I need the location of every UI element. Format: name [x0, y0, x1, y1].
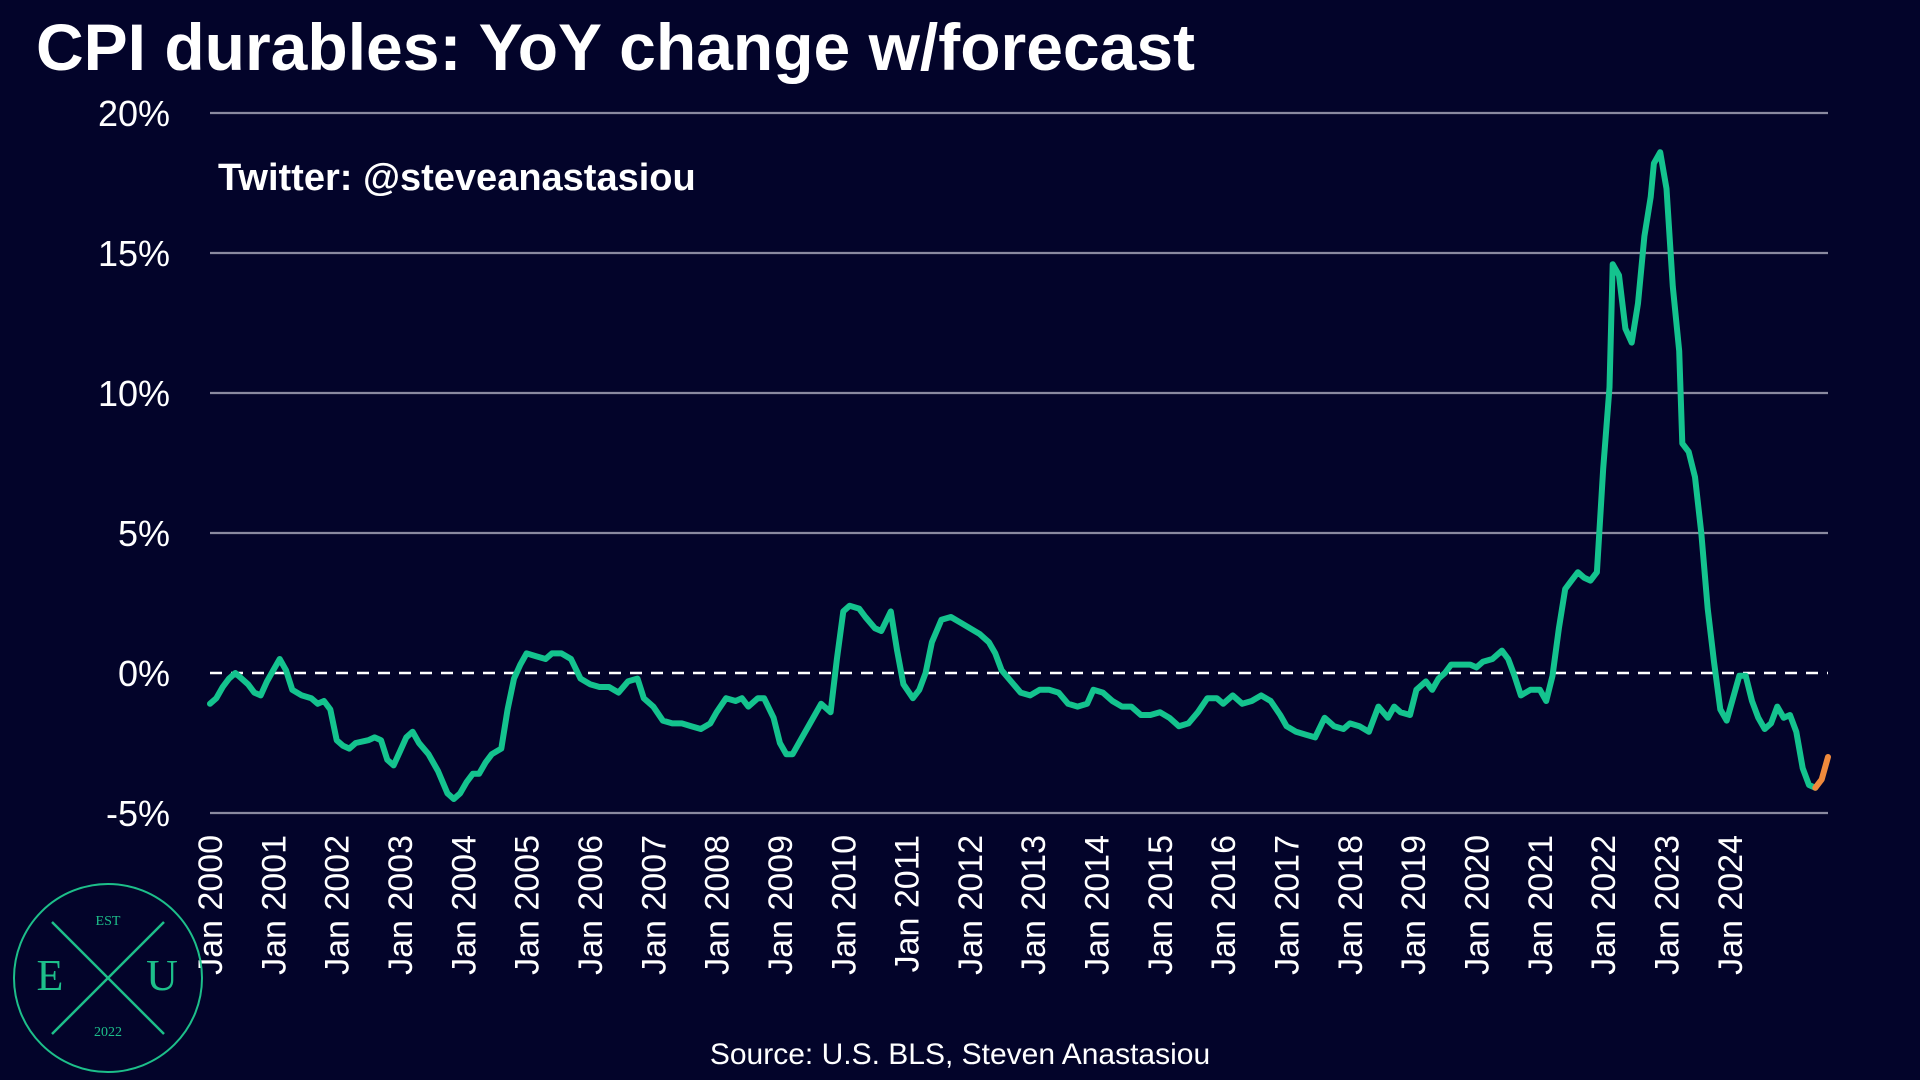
series-line-actual: [207, 149, 1819, 802]
x-tick-label: Jan 2002: [319, 835, 357, 975]
logo-ring: [13, 883, 203, 1073]
x-tick-label: Jan 2015: [1142, 835, 1180, 975]
y-tick-label: 10%: [98, 373, 170, 414]
y-tick-label: 5%: [118, 513, 170, 554]
y-tick-label: 0%: [118, 653, 170, 694]
logo-letter-right: U: [146, 951, 178, 1000]
gridlines: [210, 111, 1828, 815]
x-tick-label: Jan 2018: [1332, 835, 1370, 975]
x-tick-label: Jan 2020: [1459, 835, 1497, 975]
x-tick-label: Jan 2024: [1712, 835, 1750, 975]
x-tick-label: Jan 2010: [825, 835, 863, 975]
x-tick-label: Jan 2004: [445, 835, 483, 975]
x-tick-label: Jan 2008: [699, 835, 737, 975]
logo-cross-line-b: [51, 921, 165, 1035]
y-axis-ticks: -5% 0% 5% 10% 15% 20%: [98, 93, 170, 834]
x-tick-label: Jan 2003: [382, 835, 420, 975]
series-line-forecast: [1812, 754, 1831, 791]
series-lines: [207, 149, 1831, 802]
logo: EST E U 2022: [13, 883, 203, 1073]
y-tick-label: -5%: [106, 793, 170, 834]
logo-letter-left: E: [37, 951, 64, 1000]
logo-year: 2022: [94, 1025, 122, 1040]
x-tick-label: Jan 2016: [1205, 835, 1243, 975]
twitter-handle: Twitter: @steveanastasiou: [218, 157, 696, 199]
x-tick-label: Jan 2021: [1522, 835, 1560, 975]
y-tick-label: 20%: [98, 93, 170, 134]
x-tick-label: Jan 2000: [192, 835, 230, 975]
x-tick-label: Jan 2001: [255, 835, 293, 975]
x-tick-label: Jan 2012: [952, 835, 990, 975]
x-tick-label: Jan 2007: [635, 835, 673, 975]
source-note: Source: U.S. BLS, Steven Anastasiou: [710, 1038, 1210, 1071]
x-tick-label: Jan 2023: [1649, 835, 1687, 975]
y-tick-label: 15%: [98, 233, 170, 274]
x-tick-label: Jan 2011: [889, 835, 927, 972]
chart-title: CPI durables: YoY change w/forecast: [36, 10, 1195, 84]
x-tick-label: Jan 2022: [1585, 835, 1623, 975]
x-tick-label: Jan 2019: [1395, 835, 1433, 975]
x-tick-label: Jan 2013: [1015, 835, 1053, 975]
x-axis-ticks: Jan 2000 Jan 2001 Jan 2002 Jan 2003 Jan 2004…: [192, 835, 1750, 975]
logo-est: EST: [96, 914, 121, 929]
x-tick-label: Jan 2014: [1079, 835, 1117, 975]
x-tick-label: Jan 2017: [1269, 835, 1307, 975]
x-tick-label: Jan 2009: [762, 835, 800, 975]
x-tick-label: Jan 2006: [572, 835, 610, 975]
x-tick-label: Jan 2005: [509, 835, 547, 975]
